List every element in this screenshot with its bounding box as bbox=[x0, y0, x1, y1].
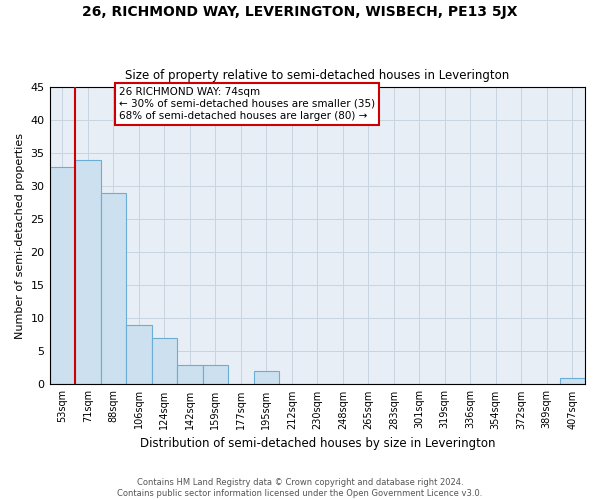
Title: Size of property relative to semi-detached houses in Leverington: Size of property relative to semi-detach… bbox=[125, 69, 509, 82]
X-axis label: Distribution of semi-detached houses by size in Leverington: Distribution of semi-detached houses by … bbox=[140, 437, 495, 450]
Bar bbox=[177, 364, 203, 384]
Bar bbox=[50, 166, 75, 384]
Bar bbox=[101, 193, 126, 384]
Bar bbox=[75, 160, 101, 384]
Bar bbox=[560, 378, 585, 384]
Y-axis label: Number of semi-detached properties: Number of semi-detached properties bbox=[15, 133, 25, 339]
Text: 26, RICHMOND WAY, LEVERINGTON, WISBECH, PE13 5JX: 26, RICHMOND WAY, LEVERINGTON, WISBECH, … bbox=[82, 5, 518, 19]
Text: 26 RICHMOND WAY: 74sqm
← 30% of semi-detached houses are smaller (35)
68% of sem: 26 RICHMOND WAY: 74sqm ← 30% of semi-det… bbox=[119, 88, 375, 120]
Bar bbox=[152, 338, 177, 384]
Bar bbox=[126, 325, 152, 384]
Text: Contains HM Land Registry data © Crown copyright and database right 2024.
Contai: Contains HM Land Registry data © Crown c… bbox=[118, 478, 482, 498]
Bar bbox=[254, 371, 279, 384]
Bar bbox=[203, 364, 228, 384]
